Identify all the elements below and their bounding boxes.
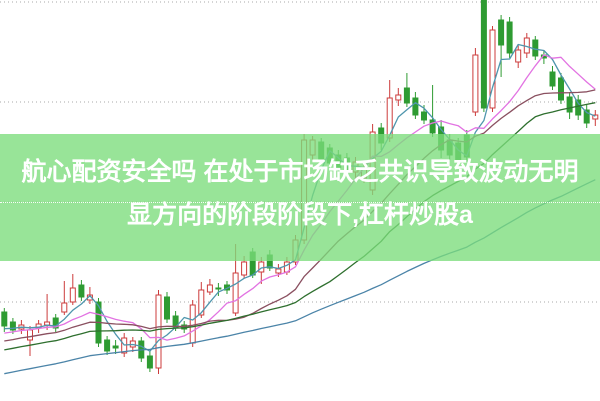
headline-overlay-band xyxy=(0,134,600,261)
headline-overlay: 航心配资安全吗 在处于市场缺乏共识导致波动无明 显方向的阶段阶段下,杠杆炒股a xyxy=(0,134,600,237)
band-gridline-overlay xyxy=(0,202,600,203)
headline-line-2: 显方向的阶段阶段下,杠杆炒股a xyxy=(127,201,473,229)
headline-line-1: 航心配资安全吗 在处于市场缺乏共识导致波动无明 xyxy=(21,158,579,186)
